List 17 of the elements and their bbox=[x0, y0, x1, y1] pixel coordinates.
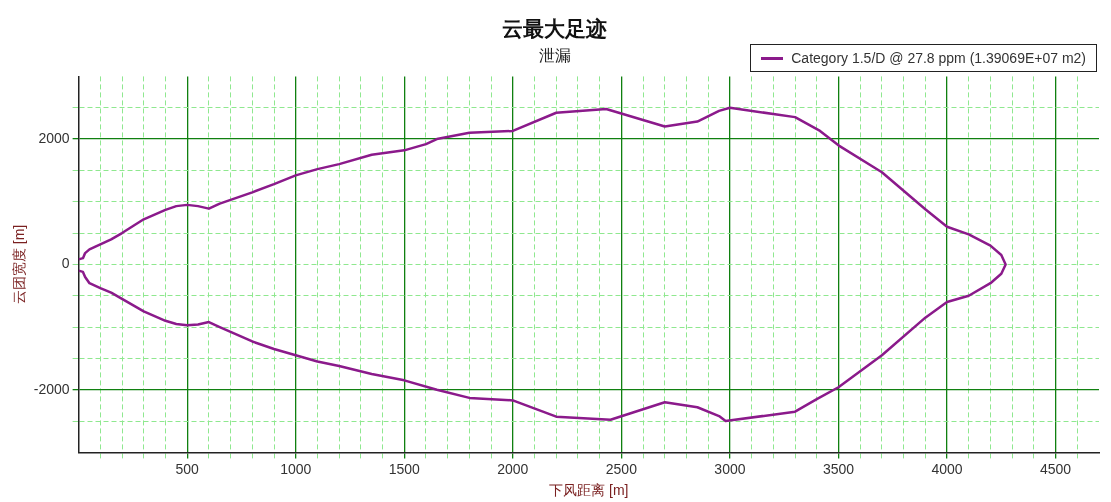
y-tick-label: 0 bbox=[61, 255, 70, 272]
x-axis-title: 下风距离 [m] bbox=[549, 482, 629, 499]
x-tick-label: 1500 bbox=[388, 460, 421, 477]
chart-subtitle: 泄漏 bbox=[538, 45, 571, 65]
x-tick-label: 4000 bbox=[931, 460, 963, 477]
y-tick-label: 2000 bbox=[38, 129, 70, 146]
x-tick-label: 3500 bbox=[822, 460, 855, 477]
legend-label: Category 1.5/D @ 27.8 ppm (1.39069E+07 m2) bbox=[791, 50, 1086, 66]
x-tick-label: 500 bbox=[175, 460, 200, 477]
x-tick-label: 4500 bbox=[1040, 460, 1072, 477]
x-tick-label: 3000 bbox=[714, 460, 746, 477]
y-axis-title: 云团宽度 [m] bbox=[11, 224, 28, 305]
x-tick-label: 2500 bbox=[605, 460, 638, 477]
x-tick-label: 1000 bbox=[280, 460, 312, 477]
y-tick-label: -2000 bbox=[33, 380, 70, 397]
x-tick-label: 2000 bbox=[497, 460, 529, 477]
chart-title: 云最大足迹 bbox=[502, 17, 607, 42]
